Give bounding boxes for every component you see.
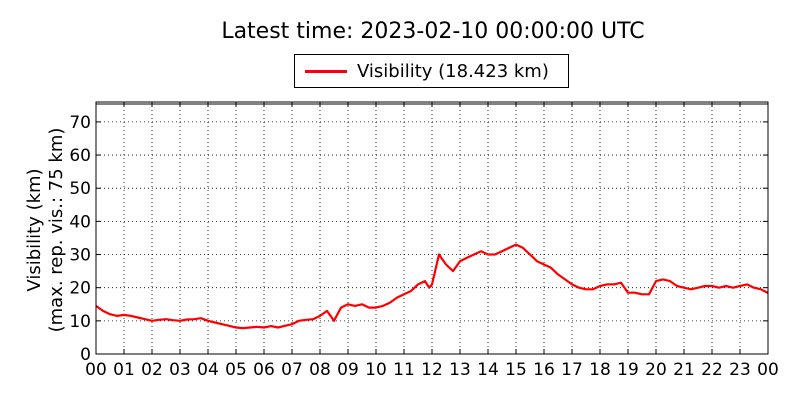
x-tick-label: 13 [449, 360, 471, 380]
x-tick-label: 14 [477, 360, 499, 380]
legend-label: Visibility (18.423 km) [357, 61, 549, 82]
y-tick-label: 50 [69, 179, 91, 199]
x-tick-label: 04 [197, 360, 219, 380]
x-tick-label: 02 [141, 360, 163, 380]
x-tick-label: 19 [617, 360, 639, 380]
legend: Visibility (18.423 km) [294, 54, 569, 88]
y-tick-label: 60 [69, 146, 91, 166]
x-tick-label: 07 [281, 360, 303, 380]
y-tick-label: 0 [80, 345, 91, 365]
x-tick-label: 10 [365, 360, 387, 380]
plot-frame [95, 101, 769, 355]
series-group [95, 243, 769, 330]
x-tick-label: 00 [757, 360, 779, 380]
x-tick-label: 18 [589, 360, 611, 380]
x-tick-label: 00 [85, 360, 107, 380]
x-tick-label: 09 [337, 360, 359, 380]
x-tick-label: 17 [561, 360, 583, 380]
x-tick-label: 23 [729, 360, 751, 380]
y-tick-label: 30 [69, 246, 91, 266]
x-tick-label: 06 [253, 360, 275, 380]
x-tick-label: 11 [393, 360, 415, 380]
x-tick-label: 01 [113, 360, 135, 380]
y-tick-label: 10 [69, 312, 91, 332]
chart-title: Latest time: 2023-02-10 00:00:00 UTC [221, 19, 645, 44]
x-tick-label: 08 [309, 360, 331, 380]
x-tick-label: 15 [505, 360, 527, 380]
grid-lines [96, 102, 768, 354]
x-tick-label: 16 [533, 360, 555, 380]
x-tick-label: 22 [701, 360, 723, 380]
x-tick-label: 05 [225, 360, 247, 380]
x-tick-label: 03 [169, 360, 191, 380]
y-tick-label: 40 [69, 212, 91, 232]
x-tick-label: 12 [421, 360, 443, 380]
legend-line-swatch [305, 70, 347, 73]
x-tick-label: 21 [673, 360, 695, 380]
y-tick-label: 70 [69, 113, 91, 133]
x-tick-label: 20 [645, 360, 667, 380]
axis-ticks: 0 10 20 30 40 50 60 70 00 01 02 03 04 05 06 07 08 09 10 11 1… [69, 102, 779, 380]
y-tick-label: 20 [69, 279, 91, 299]
visibility-series-line [95, 243, 769, 330]
